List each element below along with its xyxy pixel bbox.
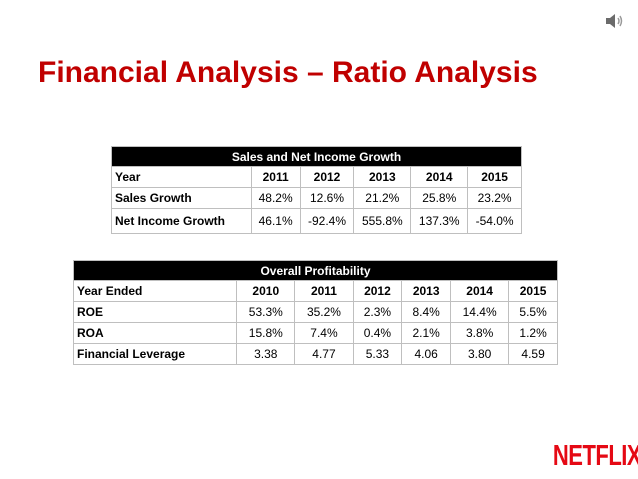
speaker-icon[interactable] — [604, 10, 626, 32]
value-cell: 35.2% — [294, 301, 354, 323]
value-cell: 555.8% — [353, 208, 412, 234]
value-cell: 46.1% — [250, 208, 301, 234]
value-cell: 48.2% — [250, 187, 301, 209]
value-cell: 53.3% — [236, 301, 296, 323]
table-heading: Sales and Net Income Growth — [111, 146, 522, 167]
value-cell: 2.1% — [401, 322, 452, 344]
netflix-logo: NETFLIX — [552, 432, 638, 479]
value-cell: 5.5% — [508, 301, 558, 323]
slide-title: Financial Analysis – Ratio Analysis — [38, 56, 538, 89]
year-cell: 2013 — [353, 166, 412, 188]
value-cell: 3.80 — [450, 343, 510, 365]
value-cell: 4.77 — [294, 343, 354, 365]
value-cell: 8.4% — [401, 301, 452, 323]
year-label: Year — [111, 166, 252, 188]
year-cell: 2015 — [467, 166, 522, 188]
value-cell: 14.4% — [450, 301, 510, 323]
year-cell: 2011 — [294, 280, 354, 302]
value-cell: 23.2% — [467, 187, 522, 209]
overall-profitability-table: Overall Profitability Year Ended 2010 20… — [72, 260, 558, 365]
value-cell: 4.06 — [401, 343, 452, 365]
value-cell: 3.38 — [236, 343, 296, 365]
row-label: ROE — [72, 301, 238, 323]
value-cell: 12.6% — [299, 187, 355, 209]
year-cell: 2014 — [450, 280, 510, 302]
year-cell: 2012 — [299, 166, 355, 188]
table-row: Financial Leverage 3.38 4.77 5.33 4.06 3… — [72, 343, 558, 365]
value-cell: 1.2% — [508, 322, 558, 344]
value-cell: 25.8% — [410, 187, 469, 209]
year-cell: 2010 — [236, 280, 296, 302]
year-cell: 2015 — [508, 280, 558, 302]
value-cell: 3.8% — [450, 322, 510, 344]
logo-text: NETFLIX — [552, 438, 638, 472]
row-label: Net Income Growth — [111, 208, 252, 234]
table-row: Net Income Growth 46.1% -92.4% 555.8% 13… — [111, 208, 522, 234]
value-cell: 2.3% — [352, 301, 403, 323]
value-cell: 7.4% — [294, 322, 354, 344]
row-label: Financial Leverage — [72, 343, 238, 365]
value-cell: 0.4% — [352, 322, 403, 344]
value-cell: 4.59 — [508, 343, 558, 365]
value-cell: -92.4% — [299, 208, 355, 234]
year-cell: 2013 — [401, 280, 452, 302]
year-cell: 2014 — [410, 166, 469, 188]
year-label: Year Ended — [72, 280, 238, 302]
value-cell: 21.2% — [353, 187, 412, 209]
value-cell: -54.0% — [467, 208, 522, 234]
value-cell: 5.33 — [352, 343, 403, 365]
year-cell: 2011 — [250, 166, 301, 188]
row-label: Sales Growth — [111, 187, 252, 209]
table-row: ROA 15.8% 7.4% 0.4% 2.1% 3.8% 1.2% — [72, 322, 558, 344]
table-row: Sales Growth 48.2% 12.6% 21.2% 25.8% 23.… — [111, 187, 522, 209]
row-label: ROA — [72, 322, 238, 344]
value-cell: 15.8% — [236, 322, 296, 344]
value-cell: 137.3% — [410, 208, 469, 234]
sales-income-growth-table: Sales and Net Income Growth Year 2011 20… — [111, 146, 522, 234]
table-heading: Overall Profitability — [73, 260, 558, 281]
table-row: ROE 53.3% 35.2% 2.3% 8.4% 14.4% 5.5% — [72, 301, 558, 323]
year-cell: 2012 — [352, 280, 403, 302]
